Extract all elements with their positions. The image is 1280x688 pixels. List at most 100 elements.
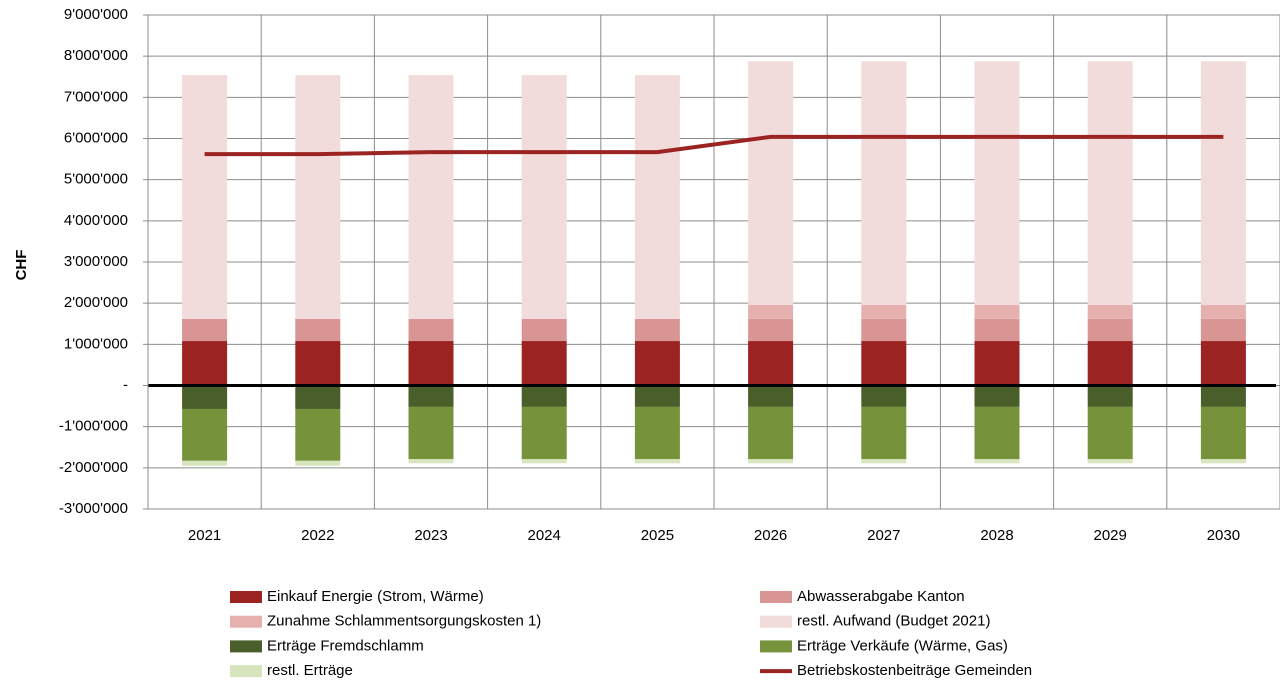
bar-segment [1200, 61, 1246, 306]
legend-swatch [760, 640, 792, 653]
bar-segment [974, 341, 1020, 386]
legend-label: Einkauf Energie (Strom, Wärme) [267, 588, 484, 605]
legend-label: Erträge Verkäufe (Wärme, Gas) [797, 637, 1008, 654]
bar-segment [182, 408, 228, 461]
bar-segment [634, 318, 680, 342]
x-tick-label: 2022 [301, 527, 334, 544]
x-tick-label: 2028 [980, 527, 1013, 544]
bar-segment [748, 341, 794, 386]
x-tick-label: 2021 [188, 527, 221, 544]
bar-segment [974, 459, 1020, 464]
legend-swatch [760, 615, 792, 628]
y-tick-label: 5'000'000 [64, 171, 128, 188]
legend-swatch [760, 591, 792, 603]
bar-segment [182, 385, 228, 409]
bar-segment [634, 341, 680, 386]
bar-segment [861, 305, 907, 319]
bar-segment [974, 406, 1020, 460]
bar-segment [295, 408, 341, 461]
bar-segment [1087, 459, 1133, 464]
bar-segment [1087, 61, 1133, 306]
bar-segment [408, 318, 454, 342]
bar-segment [861, 459, 907, 464]
bar-segment [748, 406, 794, 460]
bar-segment [521, 318, 567, 342]
y-tick-label: - [123, 376, 128, 393]
legend-label: restl. Aufwand (Budget 2021) [797, 613, 990, 630]
bar-segment [634, 406, 680, 460]
bar-segment [521, 385, 567, 407]
x-tick-label: 2027 [867, 527, 900, 544]
y-tick-label: -3'000'000 [59, 500, 128, 517]
legend-label: restl. Erträge [267, 662, 353, 679]
y-tick-label: 9'000'000 [64, 6, 128, 23]
y-tick-label: 8'000'000 [64, 47, 128, 64]
bar-segment [182, 75, 228, 319]
bar-segment [295, 341, 341, 386]
line-series [204, 134, 1224, 157]
bar-segment [1200, 385, 1246, 407]
bar-segment [521, 341, 567, 386]
legend-label: Zunahme Schlammentsorgungskosten 1) [267, 613, 541, 630]
x-tick-label: 2023 [414, 527, 447, 544]
bar-segment [521, 459, 567, 464]
bar-segment [408, 459, 454, 464]
bar-segment [1200, 318, 1246, 342]
bar-segment [974, 318, 1020, 342]
bar-segment [295, 318, 341, 342]
y-tick-label: 6'000'000 [64, 129, 128, 146]
y-tick-label: 4'000'000 [64, 212, 128, 229]
x-tick-label: 2024 [528, 527, 561, 544]
bar-segment [295, 460, 341, 466]
y-tick-label: 2'000'000 [64, 294, 128, 311]
bar-segment [748, 61, 794, 306]
bar-segment [408, 341, 454, 386]
bar-segment [634, 459, 680, 464]
bar-segment [1200, 341, 1246, 386]
bar-segment [974, 385, 1020, 407]
legend-swatch [230, 640, 262, 653]
x-tick-label: 2030 [1207, 527, 1240, 544]
bar-segment [408, 406, 454, 460]
bar-segment [295, 385, 341, 409]
bar-segment [634, 385, 680, 407]
bar-segment [182, 341, 228, 386]
bar-segment [182, 460, 228, 466]
bar-segment [1087, 318, 1133, 342]
bar-segment [1200, 305, 1246, 319]
bar-segment [1200, 459, 1246, 464]
x-tick-label: 2029 [1094, 527, 1127, 544]
legend-swatch [230, 665, 262, 678]
bar-segment [748, 305, 794, 319]
y-tick-label: 7'000'000 [64, 88, 128, 105]
bar-segment [748, 318, 794, 342]
bar-segment [748, 385, 794, 407]
legend-swatch [230, 615, 262, 628]
bar-segment [295, 75, 341, 319]
bar-segment [521, 406, 567, 460]
bar-segment [861, 385, 907, 407]
y-tick-label: 3'000'000 [64, 253, 128, 270]
bar-segment [1087, 385, 1133, 407]
bar-segment [408, 385, 454, 407]
bar-segment [408, 75, 454, 319]
bar-segment [748, 459, 794, 464]
y-tick-label: 1'000'000 [64, 335, 128, 352]
bar-segment [1087, 406, 1133, 460]
legend-label: Abwasserabgabe Kanton [797, 588, 965, 605]
bar-segment [861, 406, 907, 460]
bar-segment [634, 75, 680, 319]
bar-segment [1087, 341, 1133, 386]
bar-segment [1087, 305, 1133, 319]
bar-segment [974, 61, 1020, 306]
bar-segment [974, 305, 1020, 319]
legend-label: Betriebskostenbeiträge Gemeinden [797, 662, 1032, 679]
y-axis-label: CHF [13, 250, 30, 281]
y-tick-label: -2'000'000 [59, 459, 128, 476]
legend-label: Erträge Fremdschlamm [267, 637, 424, 654]
x-tick-label: 2025 [641, 527, 674, 544]
bar-segment [182, 318, 228, 342]
x-tick-label: 2026 [754, 527, 787, 544]
bar-segment [861, 61, 907, 306]
